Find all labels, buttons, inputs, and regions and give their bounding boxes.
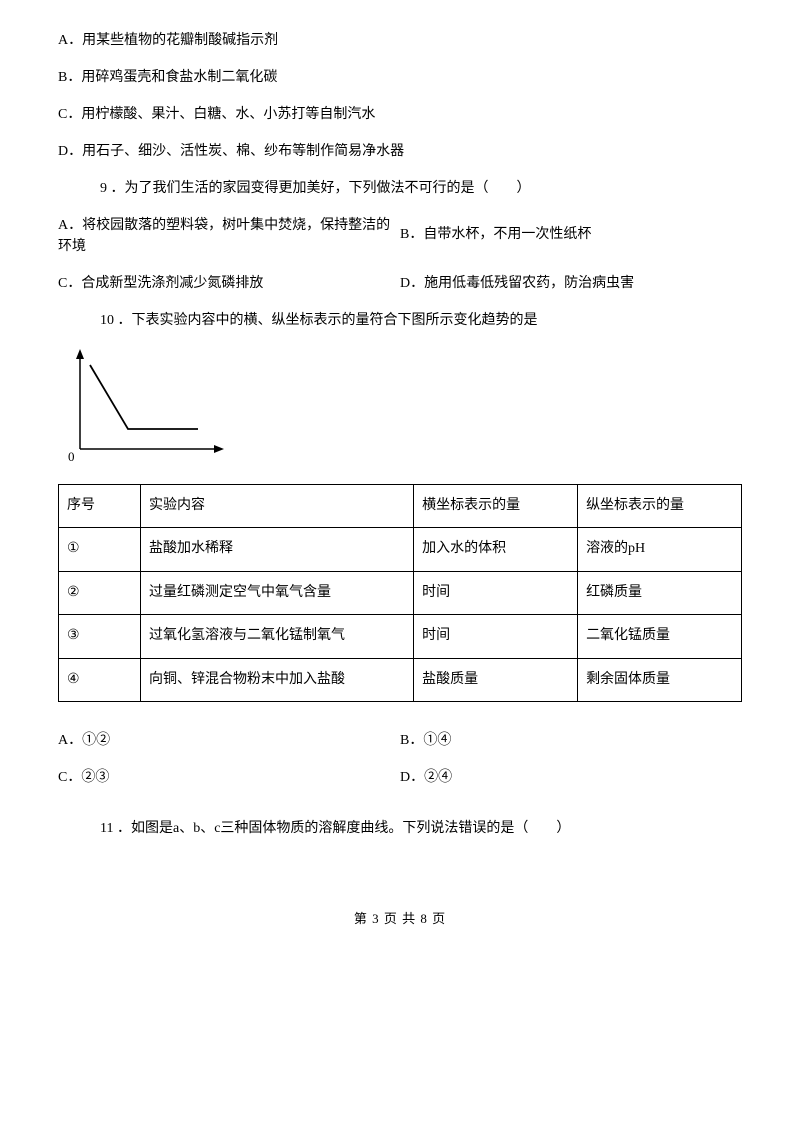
cell-content: 过量红磷测定空气中氧气含量 [140,571,413,614]
cell-seq: ④ [59,658,141,701]
q10-option-b: B．①④ [400,730,742,751]
q9-option-b: B．自带水杯，不用一次性纸杯 [400,215,742,257]
cell-seq: ③ [59,615,141,658]
q10-answers: A．①② B．①④ C．②③ D．②④ [58,730,742,804]
cell-x: 时间 [414,571,578,614]
cell-content: 盐酸加水稀释 [140,528,413,571]
q9-stem: 9 ．为了我们生活的家园变得更加美好，下列做法不可行的是（ ） [100,178,742,199]
cell-content: 过氧化氢溶液与二氧化锰制氧气 [140,615,413,658]
q11-stem: 11 ．如图是a、b、c三种固体物质的溶解度曲线。下列说法错误的是（ ） [100,818,742,839]
q10-option-a: A．①② [58,730,400,751]
q8-option-b: B．用碎鸡蛋壳和食盐水制二氧化碳 [58,67,742,88]
q9-option-d: D．施用低毒低残留农药，防治病虫害 [400,273,742,294]
q9-option-a: A．将校园散落的塑料袋，树叶集中焚烧，保持整洁的环境 [58,215,400,257]
q10-chart: 0 [58,347,742,474]
th-content: 实验内容 [140,485,413,528]
page-footer: 第 3 页 共 8 页 [58,909,742,929]
cell-x: 盐酸质量 [414,658,578,701]
th-x: 横坐标表示的量 [414,485,578,528]
cell-seq: ① [59,528,141,571]
table-row: ① 盐酸加水稀释 加入水的体积 溶液的pH [59,528,742,571]
cell-x: 加入水的体积 [414,528,578,571]
cell-y: 二氧化锰质量 [578,615,742,658]
q10-stem: 10 ．下表实验内容中的横、纵坐标表示的量符合下图所示变化趋势的是 [100,310,742,331]
q8-option-a: A．用某些植物的花瓣制酸碱指示剂 [58,30,742,51]
cell-y: 溶液的pH [578,528,742,571]
table-row: ② 过量红磷测定空气中氧气含量 时间 红磷质量 [59,571,742,614]
cell-seq: ② [59,571,141,614]
table-header-row: 序号 实验内容 横坐标表示的量 纵坐标表示的量 [59,485,742,528]
cell-content: 向铜、锌混合物粉末中加入盐酸 [140,658,413,701]
cell-x: 时间 [414,615,578,658]
q10-table: 序号 实验内容 横坐标表示的量 纵坐标表示的量 ① 盐酸加水稀释 加入水的体积 … [58,484,742,702]
q10-option-c: C．②③ [58,767,400,788]
q10-option-d: D．②④ [400,767,742,788]
q9-option-c: C．合成新型洗涤剂减少氮磷排放 [58,273,400,294]
svg-text:0: 0 [68,449,75,464]
q8-option-d: D．用石子、细沙、活性炭、棉、纱布等制作简易净水器 [58,141,742,162]
cell-y: 剩余固体质量 [578,658,742,701]
q8-option-c: C．用柠檬酸、果汁、白糖、水、小苏打等自制汽水 [58,104,742,125]
table-row: ④ 向铜、锌混合物粉末中加入盐酸 盐酸质量 剩余固体质量 [59,658,742,701]
table-row: ③ 过氧化氢溶液与二氧化锰制氧气 时间 二氧化锰质量 [59,615,742,658]
th-seq: 序号 [59,485,141,528]
cell-y: 红磷质量 [578,571,742,614]
th-y: 纵坐标表示的量 [578,485,742,528]
